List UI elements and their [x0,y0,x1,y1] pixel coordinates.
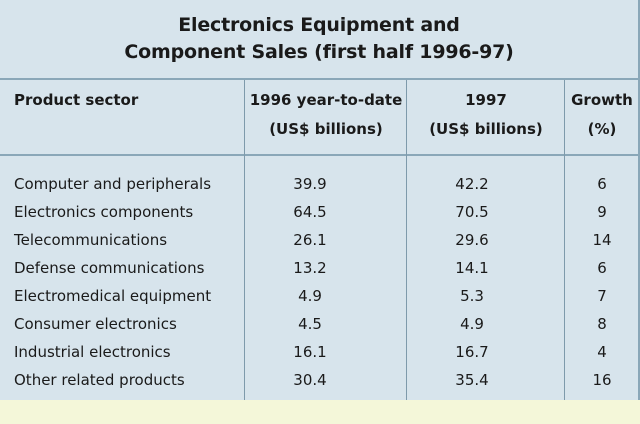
table-title: Electronics Equipment and Component Sale… [0,0,638,80]
table-row: Telecommunications 26.1 29.6 14 [0,226,638,254]
table-row: Defense communications 13.2 14.1 6 [0,254,638,282]
table-row: Computer and peripherals 39.9 42.2 6 [0,170,638,198]
table-row: Other related products 30.4 35.4 16 [0,366,638,394]
header-1996: 1996 year-to-date (US$ billions) [246,80,406,154]
title-line-2: Component Sales (first half 1996-97) [124,41,514,63]
cell-1997-value: 16.7 [455,343,489,361]
cell-1996-value: 13.2 [293,259,327,277]
column-divider [406,80,407,400]
header-1996-line-2: (US$ billions) [269,120,383,138]
cell-product-sector: Electromedical equipment [14,287,212,305]
table-row: Consumer electronics 4.5 4.9 8 [0,310,638,338]
cell-growth-value: 8 [597,315,607,333]
table-frame: Electronics Equipment and Component Sale… [0,0,640,400]
cell-1997-value: 14.1 [455,259,489,277]
cell-1996-value: 30.4 [293,371,327,389]
cell-1996-value: 64.5 [293,203,327,221]
table-row: Electromedical equipment 4.9 5.3 7 [0,282,638,310]
cell-1997-value: 4.9 [460,315,484,333]
cell-product-sector: Consumer electronics [14,315,177,333]
column-divider [244,80,245,400]
cell-growth-value: 6 [597,175,607,193]
cell-1997-value: 70.5 [455,203,489,221]
cell-growth-value: 14 [592,231,612,249]
cell-growth-value: 7 [597,287,607,305]
cell-product-sector: Defense communications [14,259,205,277]
cell-1996-value: 16.1 [293,343,327,361]
header-product-sector: Product sector [14,91,139,109]
cell-1997-value: 42.2 [455,175,489,193]
column-divider [564,80,565,400]
header-1997: 1997 (US$ billions) [408,80,564,154]
cell-growth-value: 16 [592,371,612,389]
cell-1996-value: 26.1 [293,231,327,249]
cell-product-sector: Other related products [14,371,185,389]
header-growth-line-1: Growth [571,91,633,109]
cell-product-sector: Industrial electronics [14,343,171,361]
header-growth: Growth (%) [566,80,638,154]
cell-product-sector: Computer and peripherals [14,175,212,193]
cell-1996-value: 4.9 [298,287,322,305]
cell-1997-value: 29.6 [455,231,489,249]
title-line-1: Electronics Equipment and [178,14,460,36]
cell-1996-value: 39.9 [293,175,327,193]
cell-growth-value: 4 [597,343,607,361]
header-growth-line-2: (%) [587,120,617,138]
cell-1997-value: 5.3 [460,287,484,305]
table-body: Computer and peripherals 39.9 42.2 6 Ele… [0,170,638,394]
cell-product-sector: Telecommunications [14,231,168,249]
header-1997-line-1: 1997 [465,91,507,109]
cell-1997-value: 35.4 [455,371,489,389]
cell-growth-value: 9 [597,203,607,221]
cell-1996-value: 4.5 [298,315,322,333]
cell-growth-value: 6 [597,259,607,277]
header-1996-line-1: 1996 year-to-date [249,91,403,109]
table-header: Product sector 1996 year-to-date (US$ bi… [0,80,638,156]
cell-product-sector: Electronics components [14,203,194,221]
table-row: Industrial electronics 16.1 16.7 4 [0,338,638,366]
header-1997-line-2: (US$ billions) [429,120,543,138]
table-row: Electronics components 64.5 70.5 9 [0,198,638,226]
